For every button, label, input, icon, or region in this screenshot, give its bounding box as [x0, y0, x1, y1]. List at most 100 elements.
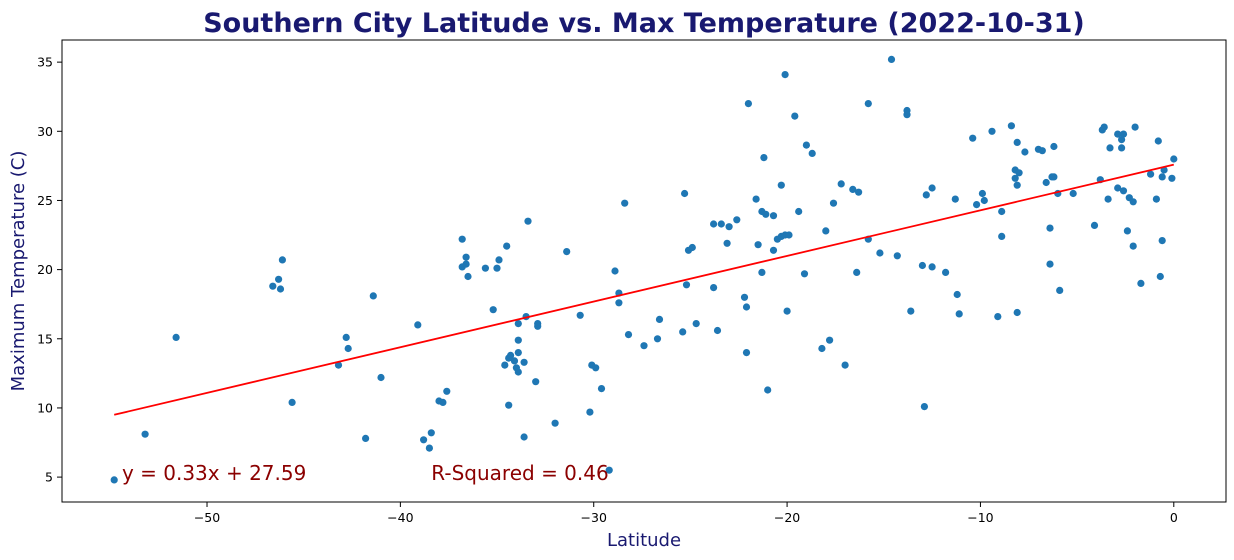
y-axis: 5 10 15 20 25 30 35	[37, 55, 62, 485]
data-point	[849, 185, 857, 193]
data-point	[742, 303, 751, 311]
data-points	[110, 55, 1178, 484]
data-point	[288, 398, 296, 406]
data-point	[344, 344, 352, 353]
data-point	[1137, 279, 1145, 287]
annotations: y = 0.33x + 27.59 R-Squared = 0.46	[122, 461, 609, 485]
data-point	[688, 243, 696, 252]
data-point	[762, 210, 770, 218]
data-point	[1013, 308, 1021, 317]
data-point	[464, 272, 472, 281]
data-point	[1050, 142, 1058, 151]
chart-title: Southern City Latitude vs. Max Temperatu…	[203, 8, 1085, 39]
data-point	[681, 189, 689, 198]
data-point	[973, 201, 981, 209]
x-tick-label: −40	[387, 510, 413, 525]
data-point	[514, 320, 522, 328]
data-point	[837, 180, 845, 188]
data-point	[744, 100, 753, 108]
data-point	[922, 191, 930, 199]
data-point	[740, 293, 749, 301]
data-point	[592, 364, 600, 372]
data-point	[514, 368, 522, 376]
data-point	[769, 246, 778, 254]
data-point	[876, 249, 884, 257]
data-point	[953, 290, 961, 299]
data-point	[928, 263, 936, 271]
data-point	[514, 349, 522, 357]
data-point	[640, 342, 648, 350]
data-point	[903, 111, 911, 119]
data-point	[510, 357, 519, 365]
data-point	[907, 307, 915, 315]
data-point	[1056, 286, 1064, 294]
data-point	[278, 256, 286, 264]
y-axis-label: Maximum Temperature (C)	[8, 151, 29, 392]
y-tick-label: 20	[37, 262, 53, 277]
data-point	[752, 195, 760, 203]
data-point	[853, 268, 861, 276]
regression-line	[113, 163, 1175, 416]
data-point	[110, 476, 118, 484]
data-point	[1119, 130, 1128, 138]
plot-area-frame	[61, 39, 1227, 503]
y-tick-label: 35	[37, 55, 53, 70]
data-point	[439, 398, 447, 406]
data-point	[425, 444, 433, 452]
data-point	[615, 299, 623, 307]
data-point	[942, 268, 950, 276]
data-point	[1021, 148, 1029, 156]
data-point	[758, 268, 766, 276]
x-tick-label: −20	[774, 510, 800, 525]
data-point	[760, 154, 768, 162]
data-point	[597, 385, 606, 393]
data-point	[829, 199, 838, 207]
data-point	[362, 434, 370, 442]
data-point	[893, 252, 901, 260]
data-point	[1013, 138, 1021, 146]
data-point	[1131, 123, 1139, 131]
data-point	[551, 419, 559, 427]
data-point	[808, 149, 816, 157]
data-point	[713, 326, 722, 335]
data-point	[172, 333, 180, 341]
data-point	[1114, 130, 1122, 138]
data-point	[427, 429, 435, 437]
data-point	[1042, 178, 1050, 187]
data-point	[887, 55, 896, 64]
data-point	[1104, 195, 1112, 203]
x-axis-label: Latitude	[607, 530, 681, 551]
x-tick-label: −10	[967, 510, 993, 525]
data-point	[1118, 136, 1126, 144]
data-point	[980, 196, 988, 205]
data-point	[951, 195, 959, 203]
data-point	[781, 71, 789, 79]
y-tick-label: 25	[37, 193, 53, 208]
data-point	[733, 216, 741, 224]
data-point	[1129, 198, 1137, 206]
regression-equation-annotation: y = 0.33x + 27.59	[122, 461, 306, 485]
x-axis: −50 −40 −30 −20 −10 0	[194, 502, 1178, 525]
data-point	[783, 307, 791, 315]
data-point	[754, 241, 762, 249]
data-point	[769, 212, 778, 220]
data-point	[653, 335, 662, 343]
data-point	[1007, 122, 1016, 130]
r-squared-annotation: R-Squared = 0.46	[431, 461, 608, 485]
data-point	[1013, 181, 1021, 189]
data-point	[621, 199, 629, 207]
data-point	[710, 284, 718, 292]
data-point	[1158, 173, 1166, 181]
data-point	[458, 235, 466, 243]
data-point	[520, 358, 528, 366]
data-point	[864, 100, 872, 108]
data-point	[141, 430, 149, 438]
data-point	[563, 248, 571, 256]
data-point	[800, 270, 809, 278]
data-point	[520, 433, 528, 441]
data-point	[269, 282, 277, 290]
data-point	[978, 189, 987, 198]
data-point	[507, 351, 515, 359]
data-point	[493, 264, 501, 272]
